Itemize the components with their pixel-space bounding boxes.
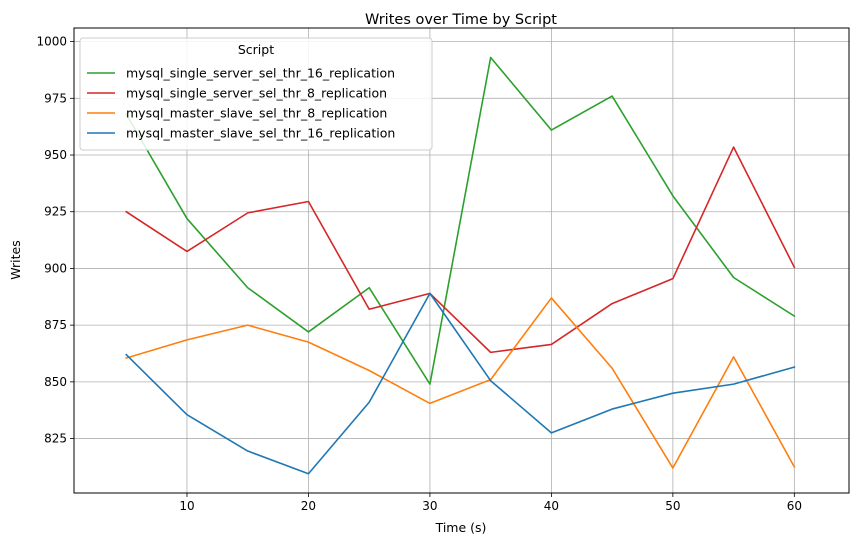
x-tick-label: 10 <box>179 499 194 513</box>
series-line-2 <box>125 146 796 354</box>
legend-box <box>79 37 433 151</box>
x-tick-label: 20 <box>301 499 316 513</box>
x-tick-label: 40 <box>544 499 559 513</box>
x-axis-title: Time (s) <box>435 520 487 535</box>
plot-frame <box>73 27 850 494</box>
legend-title: Script <box>238 42 274 57</box>
series-lines <box>125 56 796 475</box>
y-tick-label: 850 <box>44 375 67 389</box>
chart-title: Writes over Time by Script <box>365 12 557 28</box>
x-tick-label: 50 <box>665 499 680 513</box>
y-tick-label: 975 <box>44 91 67 105</box>
y-tick-label: 1000 <box>36 35 67 49</box>
x-tick-label: 30 <box>422 499 437 513</box>
y-tick-label: 825 <box>44 432 67 446</box>
y-axis: 825 850 875 900 925 950 975 1000 <box>36 35 74 446</box>
grid <box>74 28 849 493</box>
legend-entry-label: mysql_single_server_sel_thr_8_replicatio… <box>126 86 387 101</box>
legend-entry-label: mysql_master_slave_sel_thr_16_replicatio… <box>126 126 395 141</box>
y-tick-label: 950 <box>44 148 67 162</box>
y-tick-label: 925 <box>44 205 67 219</box>
series-line-4 <box>125 292 796 475</box>
y-axis-title: Writes <box>8 240 23 280</box>
series-line-3 <box>125 297 796 469</box>
legend-entry-label: mysql_single_server_sel_thr_16_replicati… <box>126 66 395 81</box>
x-tick-label: 60 <box>787 499 802 513</box>
legend: Script mysql_single_server_sel_thr_16_re… <box>79 37 433 151</box>
x-axis: 10 20 30 40 50 60 <box>179 493 802 513</box>
series-line-1 <box>125 56 796 385</box>
y-tick-label: 875 <box>44 318 67 332</box>
legend-entry-label: mysql_master_slave_sel_thr_8_replication <box>126 106 387 121</box>
y-tick-label: 900 <box>44 261 67 275</box>
